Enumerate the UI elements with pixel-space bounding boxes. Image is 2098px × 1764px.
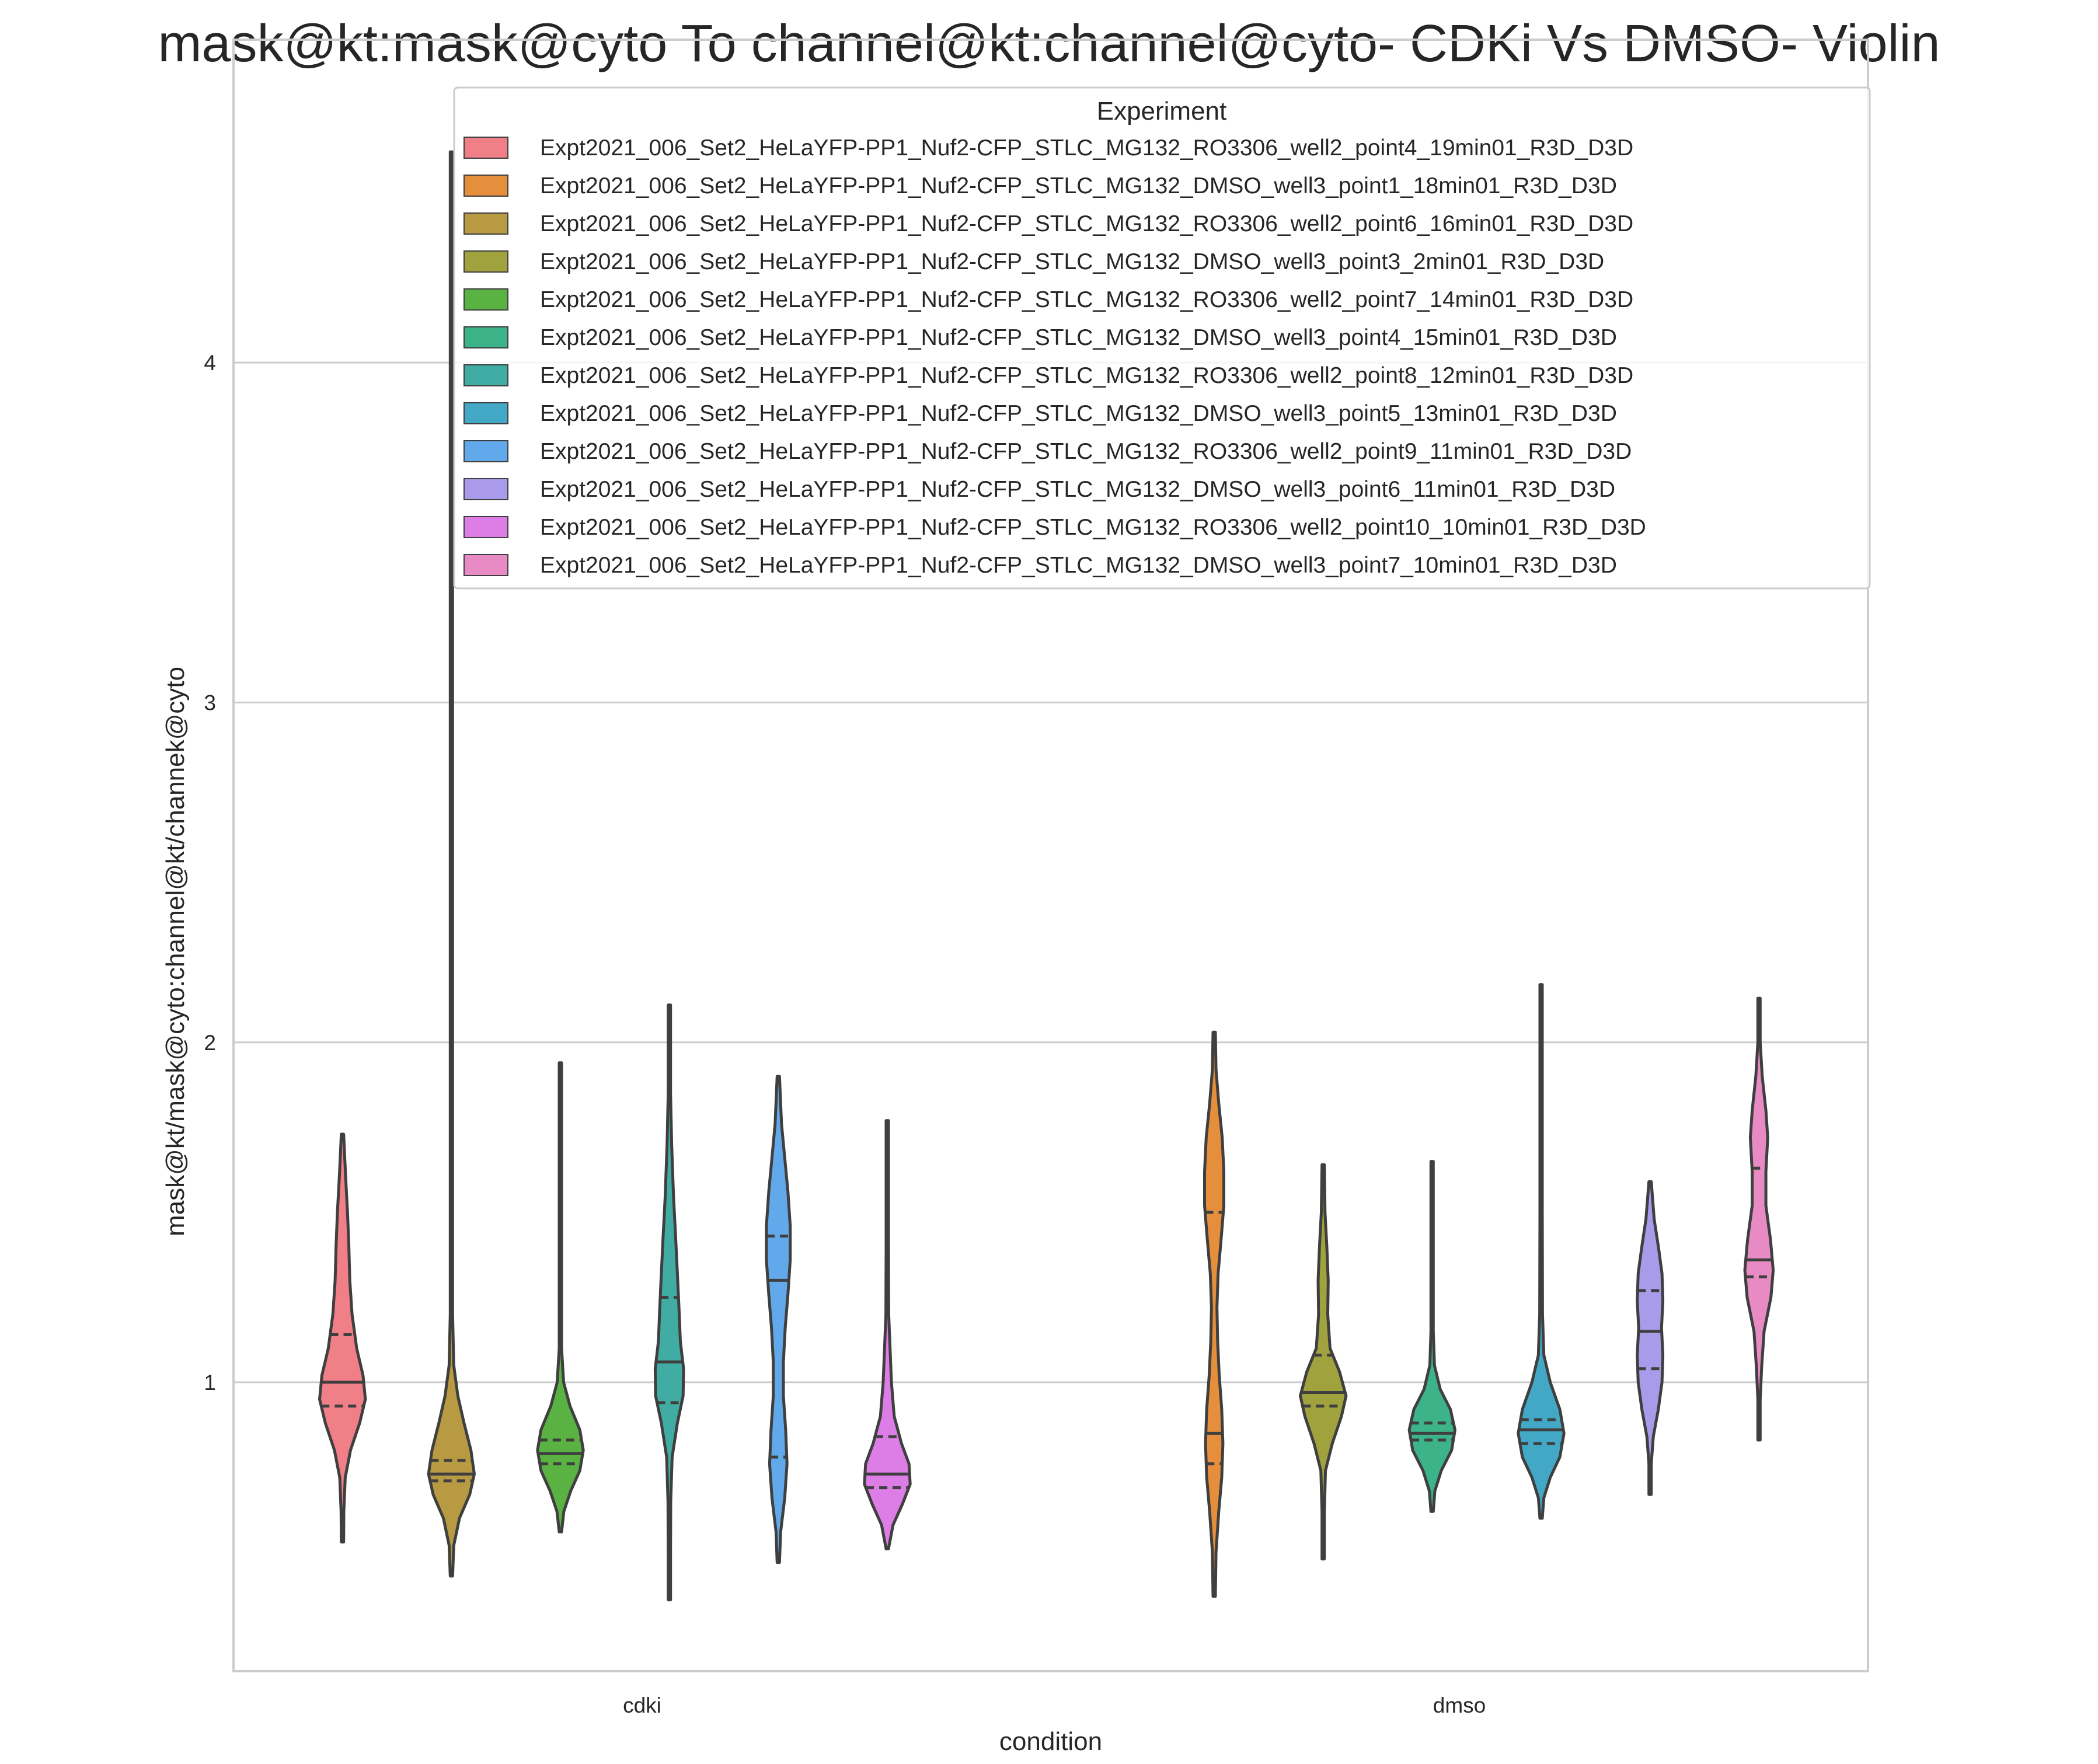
x-tick-label: cdki xyxy=(623,1693,661,1717)
violin-body xyxy=(1517,983,1566,1520)
y-tick-label: 3 xyxy=(204,691,216,714)
violins xyxy=(318,150,1775,1602)
legend-entry: Expt2021_006_Set2_HeLaYFP-PP1_Nuf2-CFP_S… xyxy=(540,401,1617,426)
x-tick-label: dmso xyxy=(1433,1693,1486,1717)
legend-swatch xyxy=(463,326,508,348)
violin-body xyxy=(1203,1030,1225,1598)
y-tick-labels: 1 2 3 4 xyxy=(204,351,216,1395)
violin xyxy=(653,1003,685,1602)
legend-entry: Expt2021_006_Set2_HeLaYFP-PP1_Nuf2-CFP_S… xyxy=(540,211,1633,236)
violin-body xyxy=(1299,1163,1348,1561)
violin xyxy=(1636,1180,1665,1496)
violin xyxy=(1517,983,1566,1520)
legend-entry: Expt2021_006_Set2_HeLaYFP-PP1_Nuf2-CFP_S… xyxy=(540,135,1633,161)
legend-entry: Expt2021_006_Set2_HeLaYFP-PP1_Nuf2-CFP_S… xyxy=(540,287,1633,312)
legend-entry: Expt2021_006_Set2_HeLaYFP-PP1_Nuf2-CFP_S… xyxy=(540,477,1615,502)
violin xyxy=(427,150,476,1578)
legend-entry: Expt2021_006_Set2_HeLaYFP-PP1_Nuf2-CFP_S… xyxy=(540,515,1646,540)
violin-body xyxy=(1407,1160,1456,1513)
legend-swatch xyxy=(463,364,508,386)
legend-swatch xyxy=(463,402,508,424)
violin-body xyxy=(1636,1180,1665,1496)
chart-title: mask@kt:mask@cyto To channel@kt:channel@… xyxy=(158,15,1940,73)
violin-body xyxy=(765,1075,792,1564)
x-axis-label: condition xyxy=(999,1727,1102,1756)
legend-entry: Expt2021_006_Set2_HeLaYFP-PP1_Nuf2-CFP_S… xyxy=(540,249,1604,274)
violin xyxy=(1203,1030,1225,1598)
legend-swatch xyxy=(463,554,508,576)
violin xyxy=(1407,1160,1456,1513)
y-axis-label: mask@kt/mask@cyto:channel@kt/channek@cyt… xyxy=(161,667,190,1236)
violin-body xyxy=(318,1132,367,1544)
y-tick-label: 1 xyxy=(204,1371,216,1395)
violin xyxy=(1299,1163,1348,1561)
legend-swatch xyxy=(463,137,508,159)
legend-entry: Expt2021_006_Set2_HeLaYFP-PP1_Nuf2-CFP_S… xyxy=(540,439,1632,464)
violin-body xyxy=(536,1061,585,1533)
legend-swatch xyxy=(463,440,508,462)
plot-frame xyxy=(232,39,1869,1672)
violin xyxy=(765,1075,792,1564)
legend-entry: Expt2021_006_Set2_HeLaYFP-PP1_Nuf2-CFP_S… xyxy=(540,325,1617,350)
legend-swatch xyxy=(463,478,508,500)
violin-body xyxy=(427,150,476,1578)
violin xyxy=(1743,996,1775,1442)
violin xyxy=(536,1061,585,1533)
legend-swatch xyxy=(463,288,508,311)
y-tick-label: 4 xyxy=(204,351,216,375)
violin xyxy=(318,1132,367,1544)
violin-body xyxy=(653,1003,685,1602)
legend: Experiment Expt2021_006_Set2_HeLaYFP-PP1… xyxy=(453,86,1871,590)
violin xyxy=(863,1119,912,1550)
legend-entry: Expt2021_006_Set2_HeLaYFP-PP1_Nuf2-CFP_S… xyxy=(540,173,1617,198)
legend-items: Expt2021_006_Set2_HeLaYFP-PP1_Nuf2-CFP_S… xyxy=(463,135,1646,578)
legend-swatch xyxy=(463,175,508,197)
legend-entry: Expt2021_006_Set2_HeLaYFP-PP1_Nuf2-CFP_S… xyxy=(540,363,1633,388)
violin-body xyxy=(1743,996,1775,1442)
y-tick-label: 2 xyxy=(204,1031,216,1055)
legend-swatch xyxy=(463,516,508,538)
legend-swatch xyxy=(463,212,508,235)
x-tick-labels: cdki dmso xyxy=(623,1693,1486,1717)
violin-body xyxy=(863,1119,912,1550)
legend-box xyxy=(453,86,1871,590)
legend-swatch xyxy=(463,250,508,273)
legend-entry: Expt2021_006_Set2_HeLaYFP-PP1_Nuf2-CFP_S… xyxy=(540,553,1617,578)
legend-title: Experiment xyxy=(1097,97,1227,125)
